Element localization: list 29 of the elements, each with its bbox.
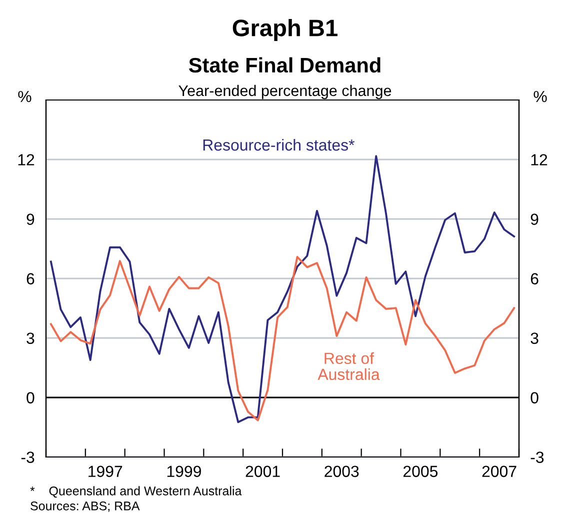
line-series (50, 256, 516, 422)
y2-tick-label: -3 (530, 452, 544, 463)
x-tick-label: 2001 (246, 466, 280, 478)
y2-tick-label: 9 (530, 214, 538, 225)
y2-axis-title: % (534, 90, 547, 102)
x-tick-label: 1997 (88, 466, 122, 478)
text: * Queensland and Western Australia (30, 486, 242, 498)
y-tick-label: 9 (26, 214, 34, 225)
chart-title: Graph B1 (232, 18, 338, 42)
line-series (50, 155, 516, 424)
x-tick-label: 2007 (482, 466, 516, 478)
y-tick-label: 12 (18, 154, 34, 166)
y2-tick-label: 6 (530, 273, 538, 284)
series-label: Rest of Australia (318, 352, 380, 380)
source-note: Sources: ABS; RBA (30, 502, 140, 512)
y2-tick-label: 3 (530, 332, 538, 344)
y-tick-label: 0 (26, 392, 34, 404)
y-tick-label: 3 (26, 332, 34, 344)
series-label: Resource-rich states* (203, 138, 355, 151)
y2-tick-label: 12 (531, 154, 548, 166)
y2-tick-label: 0 (530, 392, 538, 404)
chart-subtitle: State Final Demand (188, 57, 380, 73)
y-tick-label: -3 (21, 452, 34, 463)
text: Year-ended percentage change (178, 84, 392, 100)
y-tick-label: 6 (26, 273, 34, 284)
x-tick-label: 2005 (404, 466, 438, 478)
y-axis-title: % (18, 90, 32, 102)
x-tick-label: 1999 (167, 466, 201, 478)
x-tick-label: 2003 (324, 466, 359, 478)
